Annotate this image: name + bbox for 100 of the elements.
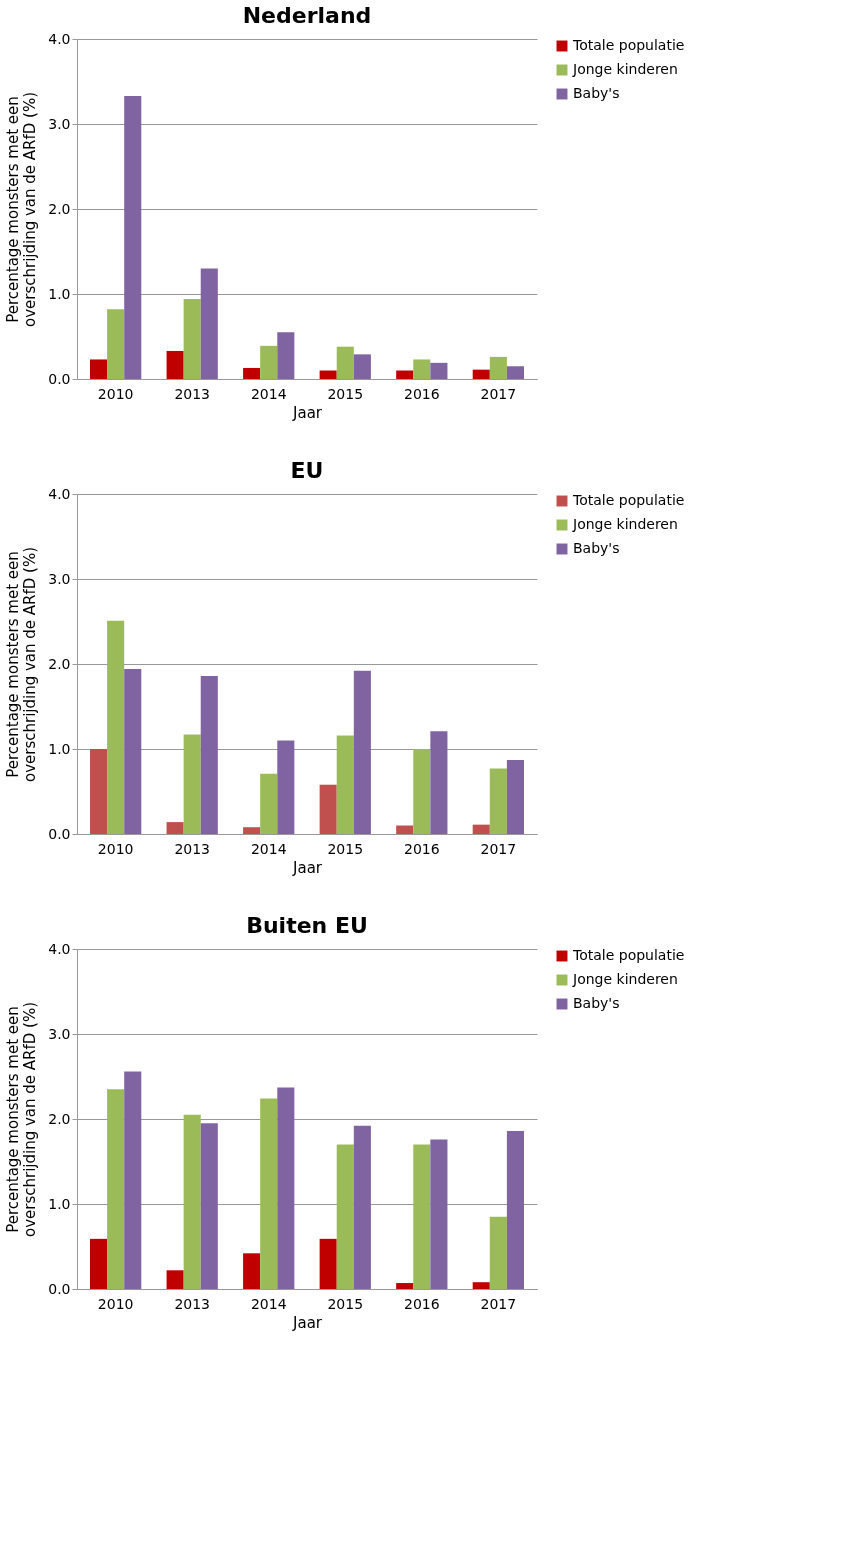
legend-label: Jonge kinderen	[572, 971, 678, 987]
legend-label: Baby's	[573, 85, 620, 101]
bar	[107, 1089, 125, 1289]
x-axis-title: Jaar	[292, 403, 323, 422]
bar	[166, 822, 184, 834]
y-tick-label: 0.0	[48, 825, 71, 842]
y-axis-title: Percentage monsters met een overschrijding van de ARfD (%)	[4, 91, 40, 328]
bar	[124, 95, 142, 379]
bar	[336, 1144, 354, 1289]
bar	[260, 1098, 278, 1289]
bar	[243, 827, 261, 834]
bar	[396, 370, 414, 379]
x-tick-label: 2014	[250, 1295, 287, 1312]
y-tick-label: 1.0	[48, 1195, 71, 1212]
x-tick-label: 2016	[403, 840, 440, 857]
x-tick-label: 2016	[403, 385, 440, 402]
x-tick-label: 2010	[97, 385, 134, 402]
bar	[430, 362, 448, 379]
bar	[413, 1144, 431, 1289]
bar	[472, 369, 490, 379]
x-tick-label: 2014	[250, 385, 287, 402]
bar	[243, 1253, 261, 1289]
bar	[200, 675, 218, 834]
x-tick-label: 2013	[174, 385, 211, 402]
bar	[200, 268, 218, 379]
bar	[107, 620, 125, 834]
bar	[183, 299, 201, 379]
x-tick-label: 2015	[327, 385, 364, 402]
bar	[396, 825, 414, 834]
bar	[336, 735, 354, 834]
y-tick-label: 0.0	[48, 370, 71, 387]
y-tick-label: 3.0	[48, 570, 71, 587]
y-axis-title: Percentage monsters met een overschrijding van de ARfD (%)	[4, 546, 40, 783]
x-tick-label: 2015	[327, 840, 364, 857]
bar	[260, 773, 278, 834]
legend-label: Baby's	[573, 995, 620, 1011]
bar	[319, 1238, 337, 1289]
x-tick-label: 2010	[97, 1295, 134, 1312]
y-tick-label: 2.0	[48, 1110, 71, 1127]
bar	[277, 1087, 295, 1289]
y-tick-label: 2.0	[48, 655, 71, 672]
bar	[413, 359, 431, 379]
bar	[489, 1216, 507, 1289]
legend-label: Baby's	[573, 540, 620, 556]
bar	[353, 1125, 371, 1289]
chart-title: Nederland	[242, 3, 372, 28]
x-tick-label: 2013	[174, 1295, 211, 1312]
bar	[396, 1283, 414, 1289]
chart-title: EU	[290, 458, 324, 483]
y-tick-label: 4.0	[48, 30, 71, 47]
legend-label: Jonge kinderen	[572, 516, 678, 532]
bar	[166, 350, 184, 379]
legend-label: Totale populatie	[572, 37, 685, 53]
bar	[277, 332, 295, 379]
bar	[489, 356, 507, 379]
bar	[183, 734, 201, 834]
bar	[413, 749, 431, 834]
legend-label: Totale populatie	[572, 947, 685, 963]
bar	[277, 740, 295, 834]
bar	[107, 309, 125, 379]
bar	[506, 1130, 524, 1289]
bar	[183, 1114, 201, 1289]
bar	[353, 670, 371, 834]
x-tick-label: 2017	[480, 385, 517, 402]
bar	[319, 784, 337, 834]
bar	[243, 367, 261, 379]
y-axis-title: Percentage monsters met een overschrijding van de ARfD (%)	[4, 1001, 40, 1238]
bar	[90, 1238, 108, 1289]
bar	[90, 749, 108, 834]
y-tick-label: 1.0	[48, 285, 71, 302]
bar	[506, 760, 524, 834]
x-tick-label: 2013	[174, 840, 211, 857]
bar	[90, 359, 108, 379]
y-tick-label: 3.0	[48, 1025, 71, 1042]
x-axis-title: Jaar	[292, 858, 323, 877]
bar	[260, 345, 278, 379]
x-tick-label: 2017	[480, 840, 517, 857]
bar	[489, 768, 507, 834]
bar	[472, 824, 490, 834]
y-tick-label: 4.0	[48, 940, 71, 957]
bar	[319, 370, 337, 379]
x-tick-label: 2016	[403, 1295, 440, 1312]
legend-label: Totale populatie	[572, 492, 685, 508]
bar	[353, 354, 371, 379]
bar	[124, 1071, 142, 1289]
x-tick-label: 2017	[480, 1295, 517, 1312]
bar	[430, 731, 448, 834]
bar	[166, 1270, 184, 1289]
y-tick-label: 0.0	[48, 1280, 71, 1297]
y-tick-label: 1.0	[48, 740, 71, 757]
x-axis-title: Jaar	[292, 1313, 323, 1332]
x-tick-label: 2015	[327, 1295, 364, 1312]
bar	[336, 346, 354, 379]
bar	[506, 366, 524, 379]
y-tick-label: 3.0	[48, 115, 71, 132]
legend-label: Jonge kinderen	[572, 61, 678, 77]
bar	[200, 1123, 218, 1289]
bar	[430, 1139, 448, 1289]
chart-title: Buiten EU	[246, 913, 368, 938]
y-tick-label: 2.0	[48, 200, 71, 217]
